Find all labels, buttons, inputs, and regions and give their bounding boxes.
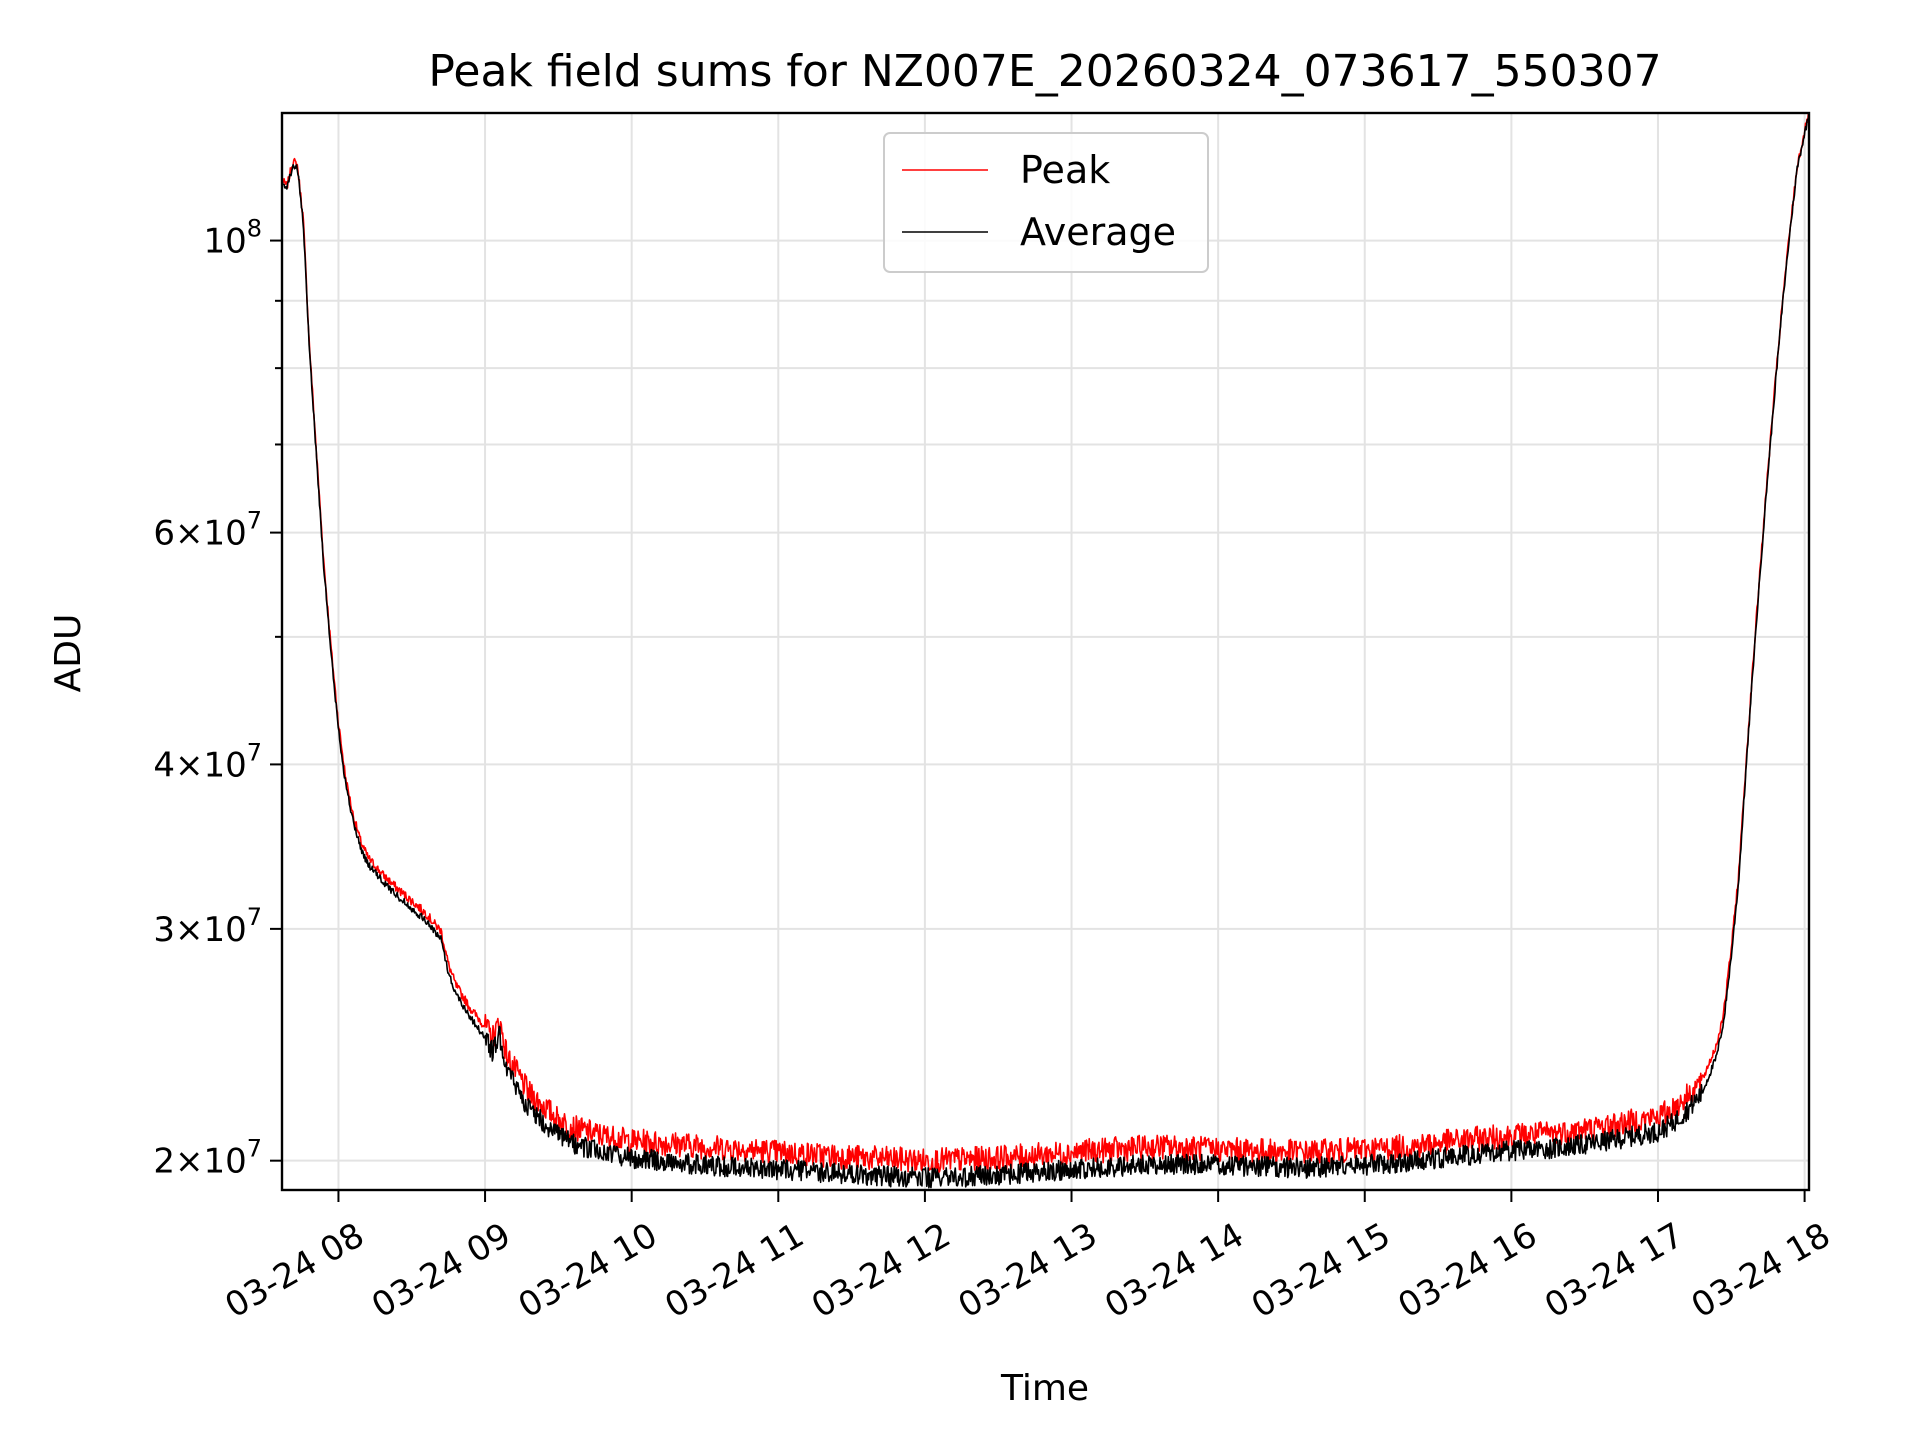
legend-label-average: Average [1020,210,1176,254]
y-tick-label: 3×107 [153,903,262,950]
series-line-average [281,113,1810,1189]
x-tick-label: 03-24 15 [1245,1215,1397,1326]
y-tick-label: 4×107 [153,738,262,785]
x-tick-label: 03-24 09 [365,1215,517,1326]
y-tick-label: 6×107 [153,507,262,554]
legend-box [883,132,1209,273]
legend: Peak Average [883,132,1209,273]
series-line-peak [281,112,1810,1174]
y-axis-ticks: 2×107 3×107 4×107 6×107 108 [153,215,282,1182]
plot-lines [281,112,1810,1189]
x-tick-label: 03-24 11 [658,1215,810,1326]
y-tick-label: 2×107 [153,1135,262,1182]
x-tick-label: 03-24 08 [219,1215,371,1326]
x-tick-label: 03-24 14 [1098,1215,1250,1326]
y-axis-label: ADU [48,614,89,693]
chart-title: Peak field sums for NZ007E_20260324_0736… [428,46,1661,97]
x-tick-label: 03-24 17 [1538,1215,1690,1326]
x-axis-label: Time [1000,1368,1089,1409]
x-tick-label: 03-24 13 [952,1215,1104,1326]
plot-frame [280,111,1811,1192]
legend-label-peak: Peak [1020,148,1110,192]
x-tick-label: 03-24 16 [1391,1215,1543,1326]
y-tick-label: 108 [203,215,262,262]
x-tick-label: 03-24 18 [1685,1215,1837,1326]
x-tick-label: 03-24 10 [512,1215,664,1326]
gridlines [282,113,1809,1190]
x-tick-label: 03-24 12 [805,1215,957,1326]
